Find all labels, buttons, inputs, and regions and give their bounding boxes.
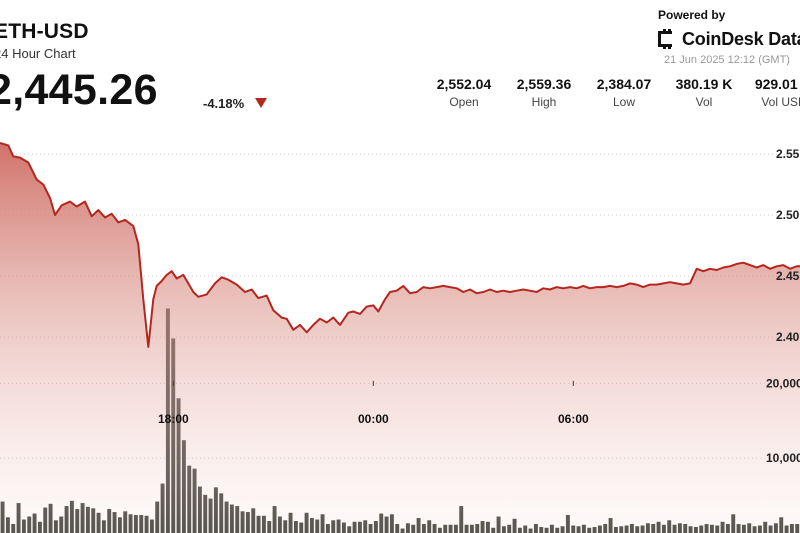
x-tick-label: 18:00 [158, 412, 189, 426]
coindesk-logo-icon [658, 29, 678, 49]
stat-high: 2,559.36 High [504, 76, 584, 109]
stat-label: Low [612, 95, 635, 109]
stat-open: 2,552.04 Open [424, 76, 504, 109]
logo-text: CoinDesk Data [682, 28, 800, 49]
stat-value: 2,552.04 [436, 76, 492, 92]
triangle-down-icon [255, 98, 267, 108]
stat-label: High [531, 95, 557, 109]
price-tick-label: 2.55K [776, 147, 800, 161]
y-axis-labels: 2.40K 2.45K 2.50K 2.55K 10,000 20,000 [766, 147, 800, 465]
price-area-fill [0, 143, 800, 533]
x-tick-label: 06:00 [558, 412, 589, 426]
price-tick-label: 2.40K [776, 330, 800, 344]
volume-tick-label: 20,000 [766, 376, 800, 390]
x-tick-label: 00:00 [358, 412, 389, 426]
price-change: -4.18% [203, 96, 245, 111]
volume-tick-label: 10,000 [766, 451, 800, 465]
powered-by-label: Powered by [658, 8, 726, 22]
stat-low: 2,384.07 Low [584, 76, 664, 109]
price-area [0, 142, 800, 533]
stat-value: 2,384.07 [596, 76, 652, 92]
current-price: 2,445.26 [0, 66, 158, 114]
stat-vol: 380.19 K Vol [664, 76, 744, 109]
chart-subtitle: 24 Hour Chart [0, 46, 76, 61]
stat-value: 929.01 M [754, 76, 800, 92]
chart-title: ETH-USD [0, 20, 89, 43]
stat-value: 380.19 K [675, 76, 733, 92]
stat-label: Open [449, 95, 479, 109]
coindesk-data-logo[interactable]: CoinDesk Data [658, 28, 800, 50]
stat-value: 2,559.36 [516, 76, 572, 92]
stat-vol-usd: 929.01 M Vol USD [744, 76, 800, 109]
price-tick-label: 2.50K [776, 208, 800, 222]
stat-label: Vol [695, 95, 713, 109]
timestamp: 21 Jun 2025 12:12 (GMT) [664, 54, 790, 66]
price-line [0, 142, 800, 348]
stat-label: Vol USD [761, 95, 800, 109]
price-tick-label: 2.45K [776, 269, 800, 283]
x-axis-labels: 18:00 00:00 06:00 [158, 381, 589, 426]
